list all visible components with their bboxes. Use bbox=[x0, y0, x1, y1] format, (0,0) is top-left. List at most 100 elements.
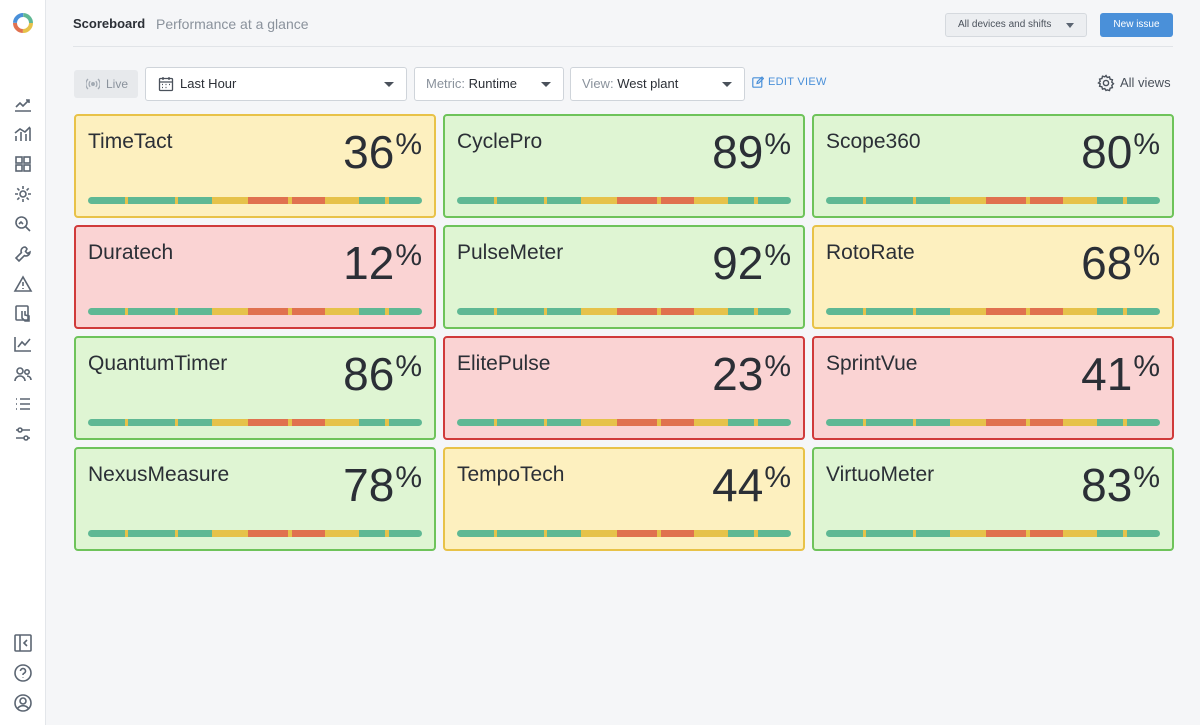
device-value-number: 41 bbox=[1081, 348, 1133, 400]
broadcast-icon bbox=[86, 78, 100, 90]
device-value: 92% bbox=[712, 236, 791, 290]
timeline-segment-yellow bbox=[1123, 308, 1127, 315]
collapse-icon[interactable] bbox=[13, 633, 33, 653]
device-card[interactable]: TimeTact 36% bbox=[74, 114, 436, 218]
dashboard-grid-icon[interactable] bbox=[13, 154, 33, 174]
timeline-segment-green bbox=[727, 197, 755, 204]
status-timeline bbox=[826, 308, 1160, 315]
status-timeline bbox=[457, 419, 791, 426]
timeline-segment-green bbox=[388, 419, 422, 426]
timeline-segment-yellow bbox=[912, 530, 917, 537]
timeline-segment-green bbox=[757, 197, 791, 204]
device-card[interactable]: CyclePro 89% bbox=[443, 114, 805, 218]
timeline-segment-orange bbox=[248, 197, 289, 204]
device-name: TempoTech bbox=[457, 463, 565, 486]
timeline-segment-green bbox=[1126, 197, 1160, 204]
timeline-segment-yellow bbox=[912, 308, 917, 315]
timeline-segment-green bbox=[547, 419, 581, 426]
timeline-segment-orange bbox=[291, 197, 326, 204]
status-timeline bbox=[826, 419, 1160, 426]
line-chart-icon[interactable] bbox=[13, 94, 33, 114]
device-value-unit: % bbox=[395, 350, 422, 383]
device-card[interactable]: VirtuoMeter 83% bbox=[812, 447, 1174, 551]
device-card[interactable]: ElitePulse 23% bbox=[443, 336, 805, 440]
device-value-unit: % bbox=[395, 128, 422, 161]
timeline-segment-green bbox=[1096, 530, 1124, 537]
device-card[interactable]: QuantumTimer 86% bbox=[74, 336, 436, 440]
device-card[interactable]: PulseMeter 92% bbox=[443, 225, 805, 329]
timeline-segment-yellow bbox=[1123, 419, 1127, 426]
timeline-segment-orange bbox=[986, 197, 1027, 204]
timeline-segment-green bbox=[178, 197, 212, 204]
timeline-segment-orange bbox=[248, 530, 289, 537]
device-card[interactable]: NexusMeasure 78% bbox=[74, 447, 436, 551]
device-value-number: 68 bbox=[1081, 237, 1133, 289]
timeline-segment-green bbox=[1096, 419, 1124, 426]
device-card[interactable]: Scope360 80% bbox=[812, 114, 1174, 218]
device-card[interactable]: RotoRate 68% bbox=[812, 225, 1174, 329]
device-value: 41% bbox=[1081, 347, 1160, 401]
timeline-segment-yellow bbox=[325, 197, 359, 204]
timeline-segment-orange bbox=[291, 308, 326, 315]
device-value: 89% bbox=[712, 125, 791, 179]
device-name: PulseMeter bbox=[457, 241, 564, 264]
timeline-segment-green bbox=[457, 197, 494, 204]
timeline-segment-green bbox=[866, 197, 913, 204]
timeline-segment-orange bbox=[617, 308, 658, 315]
timeline-segment-green bbox=[178, 419, 212, 426]
timeline-segment-yellow bbox=[211, 308, 249, 315]
timeline-segment-yellow bbox=[754, 197, 758, 204]
settings-cog-icon[interactable] bbox=[13, 184, 33, 204]
metric-select[interactable]: Metric: Runtime bbox=[414, 67, 564, 101]
all-views-button[interactable]: All views bbox=[1097, 74, 1171, 92]
timeline-segment-yellow bbox=[493, 308, 498, 315]
device-value-number: 44 bbox=[712, 459, 764, 511]
bar-chart-icon[interactable] bbox=[13, 124, 33, 144]
timeline-segment-yellow bbox=[288, 419, 292, 426]
edit-view-link[interactable]: EDIT VIEW bbox=[752, 76, 827, 88]
timeline-segment-yellow bbox=[694, 197, 728, 204]
sliders-icon[interactable] bbox=[13, 424, 33, 444]
trend-icon[interactable] bbox=[13, 334, 33, 354]
help-icon[interactable] bbox=[13, 663, 33, 683]
search-analytics-icon[interactable] bbox=[13, 214, 33, 234]
warning-icon[interactable] bbox=[13, 274, 33, 294]
timeline-segment-yellow bbox=[1026, 308, 1030, 315]
timeline-segment-yellow bbox=[1063, 530, 1097, 537]
timeline-segment-yellow bbox=[862, 308, 867, 315]
new-issue-button[interactable]: New issue bbox=[1100, 13, 1173, 37]
timeline-segment-orange bbox=[291, 530, 326, 537]
time-range-select[interactable]: Last Hour bbox=[145, 67, 407, 101]
timeline-segment-yellow bbox=[211, 530, 249, 537]
device-value-number: 23 bbox=[712, 348, 764, 400]
timeline-segment-green bbox=[88, 308, 125, 315]
edit-view-label: EDIT VIEW bbox=[768, 76, 827, 88]
timeline-segment-yellow bbox=[694, 419, 728, 426]
timeline-segment-green bbox=[358, 308, 386, 315]
device-card[interactable]: SprintVue 41% bbox=[812, 336, 1174, 440]
wrench-icon[interactable] bbox=[13, 244, 33, 264]
timeline-segment-orange bbox=[986, 530, 1027, 537]
timeline-segment-orange bbox=[248, 308, 289, 315]
live-button[interactable]: Live bbox=[74, 70, 138, 98]
timeline-segment-orange bbox=[1029, 419, 1064, 426]
timeline-segment-yellow bbox=[174, 308, 179, 315]
device-card[interactable]: Duratech 12% bbox=[74, 225, 436, 329]
device-value: 23% bbox=[712, 347, 791, 401]
timeline-segment-yellow bbox=[1026, 197, 1030, 204]
timeline-segment-orange bbox=[660, 530, 695, 537]
devices-shifts-dropdown[interactable]: All devices and shifts bbox=[945, 13, 1087, 37]
profile-icon[interactable] bbox=[13, 693, 33, 713]
app-logo-icon[interactable] bbox=[12, 12, 34, 34]
users-icon[interactable] bbox=[13, 364, 33, 384]
view-select[interactable]: View: West plant bbox=[570, 67, 745, 101]
timeline-segment-yellow bbox=[124, 197, 129, 204]
touch-screen-icon[interactable] bbox=[13, 304, 33, 324]
device-card[interactable]: TempoTech 44% bbox=[443, 447, 805, 551]
device-value-number: 89 bbox=[712, 126, 764, 178]
list-icon[interactable] bbox=[13, 394, 33, 414]
chevron-down-icon bbox=[722, 82, 732, 87]
device-value: 68% bbox=[1081, 236, 1160, 290]
device-value: 36% bbox=[343, 125, 422, 179]
timeline-segment-yellow bbox=[288, 308, 292, 315]
